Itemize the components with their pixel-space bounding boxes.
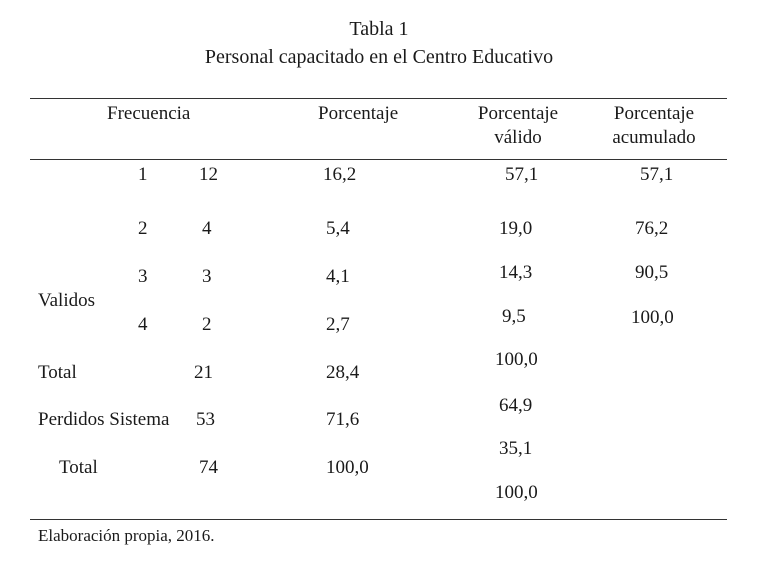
row-label: Total [38, 362, 77, 383]
valido-value: 100,0 [495, 482, 538, 503]
top-rule [30, 98, 727, 99]
acumulado-value: 76,2 [635, 218, 669, 239]
valido-value: 19,0 [499, 218, 533, 239]
header-porcentaje-acumulado-1: Porcentaje [613, 103, 695, 124]
acumulado-value: 100,0 [631, 307, 674, 328]
row-label: Perdidos Sistema [38, 409, 170, 430]
row-code: 1 [138, 164, 148, 185]
header-porcentaje-acumulado-2: acumulado [612, 127, 696, 148]
row-frecuencia: 2 [202, 314, 212, 335]
valido-value: 14,3 [499, 262, 533, 283]
acumulado-value: 90,5 [635, 262, 669, 283]
row-code: 4 [138, 314, 148, 335]
row-frecuencia: 12 [199, 164, 218, 185]
row-porcentaje: 28,4 [326, 362, 360, 383]
row-label: Total [59, 457, 98, 478]
header-porcentaje-valido-1: Porcentaje [477, 103, 559, 124]
row-porcentaje: 5,4 [326, 218, 350, 239]
row-frecuencia: 3 [202, 266, 212, 287]
row-frecuencia: 74 [199, 457, 218, 478]
header-porcentaje: Porcentaje [318, 103, 399, 124]
row-porcentaje: 2,7 [326, 314, 350, 335]
table-title: Tabla 1 [349, 18, 409, 40]
header-frecuencia: Frecuencia [107, 103, 191, 124]
bottom-rule [30, 519, 727, 520]
row-porcentaje: 100,0 [326, 457, 369, 478]
row-frecuencia: 21 [194, 362, 213, 383]
row-porcentaje: 71,6 [326, 409, 360, 430]
acumulado-value: 57,1 [640, 164, 674, 185]
row-code: 2 [138, 218, 148, 239]
valido-value: 57,1 [505, 164, 539, 185]
row-porcentaje: 4,1 [326, 266, 350, 287]
valido-value: 9,5 [502, 306, 526, 327]
valido-value: 100,0 [495, 349, 538, 370]
valido-value: 64,9 [499, 395, 533, 416]
header-porcentaje-valido-2: válido [494, 127, 542, 148]
header-rule [30, 159, 727, 160]
row-frecuencia: 53 [196, 409, 215, 430]
row-porcentaje: 16,2 [323, 164, 357, 185]
group-label-validos: Validos [38, 290, 95, 311]
row-code: 3 [138, 266, 148, 287]
valido-value: 35,1 [499, 438, 533, 459]
table-subtitle: Personal capacitado en el Centro Educati… [204, 46, 554, 68]
footnote: Elaboración propia, 2016. [38, 526, 215, 545]
row-frecuencia: 4 [202, 218, 212, 239]
